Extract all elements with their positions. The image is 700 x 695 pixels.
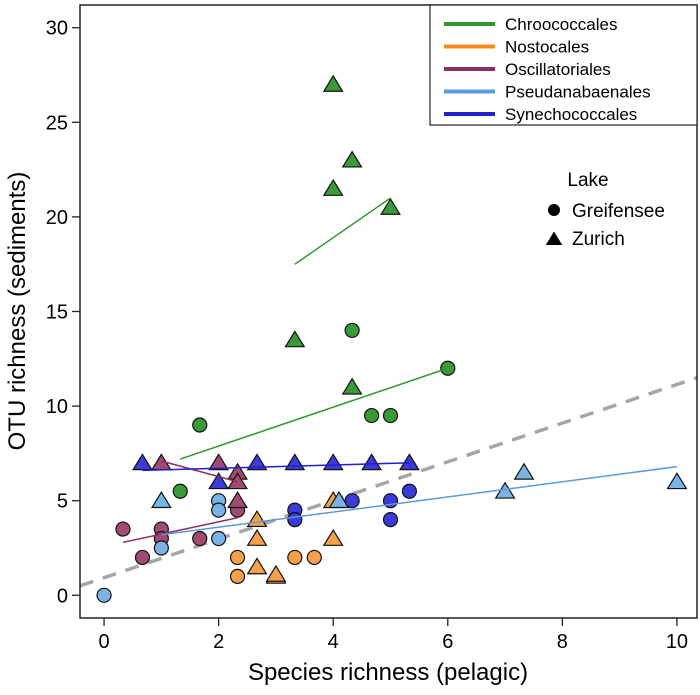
point-synechococcales-zurich — [361, 453, 383, 471]
point-nostocales-zurich — [246, 528, 268, 546]
y-tick-label: 0 — [57, 585, 68, 607]
point-synechococcales-zurich — [322, 453, 344, 471]
legend-label-oscillatoriales: Oscillatoriales — [505, 60, 611, 79]
point-nostocales-zurich — [322, 528, 344, 546]
y-tick-label: 25 — [46, 112, 68, 134]
legend-label-nostocales: Nostocales — [505, 38, 589, 57]
point-pseudanabaenales-greifensee — [211, 530, 227, 547]
y-tick-label: 20 — [46, 207, 68, 229]
point-chroococcales-greifensee — [172, 483, 188, 499]
point-nostocales-zurich — [246, 509, 268, 528]
trend-line-chroococcales-greifensee — [180, 367, 449, 460]
legend-circle-icon — [548, 204, 560, 216]
x-axis-label: Species richness (pelagic) — [248, 659, 528, 686]
shape-legend-label-greifensee: Greifensee — [572, 201, 665, 222]
x-tick-label: 0 — [98, 631, 109, 653]
x-tick-label: 6 — [442, 631, 453, 653]
trend-line-oscillatoriales-zurich — [161, 460, 238, 483]
point-pseudanabaenales-zurich — [150, 491, 172, 509]
y-tick-label: 30 — [46, 18, 68, 40]
point-synechococcales-zurich — [246, 453, 268, 471]
point-pseudanabaenales-greifensee — [211, 502, 227, 518]
legend-triangle-icon — [545, 231, 563, 245]
point-nostocales-greifensee — [306, 549, 322, 566]
point-chroococcales-zurich — [341, 377, 363, 395]
trend-line-chroococcales-zurich — [294, 197, 391, 265]
shape-legend-title: Lake — [567, 170, 608, 191]
y-axis-label: OTU richness (sediments) — [4, 172, 31, 451]
shape-legend: Lake Greifensee Zurich — [545, 170, 665, 250]
trend-line-pseudanabaenales-zurich — [161, 465, 678, 536]
reference-dashed-line — [79, 376, 698, 588]
x-tick-label: 4 — [328, 631, 339, 653]
point-oscillatoriales-zurich — [227, 491, 248, 509]
point-synechococcales-zurich — [284, 453, 306, 471]
point-chroococcales-zurich — [322, 178, 344, 196]
point-nostocales-zurich — [246, 557, 268, 575]
y-axis: 0 5 10 15 20 25 30 — [46, 18, 80, 607]
point-synechococcales-greifensee — [344, 493, 360, 509]
point-nostocales-greifensee — [229, 568, 246, 584]
x-tick-label: 8 — [557, 631, 568, 653]
y-tick-label: 5 — [57, 491, 68, 513]
point-synechococcales-greifensee — [287, 512, 303, 528]
point-pseudanabaenales-zurich — [328, 491, 350, 509]
x-tick-label: 10 — [666, 631, 688, 653]
point-chroococcales-greifensee — [382, 407, 399, 424]
point-chroococcales-greifensee — [192, 417, 208, 433]
point-chroococcales-zurich — [380, 197, 401, 215]
point-nostocales-greifensee — [287, 549, 303, 566]
legend-label-synechococcales: Synechococcales — [505, 105, 637, 124]
plot-marks — [79, 74, 698, 603]
point-chroococcales-zurich — [341, 150, 363, 168]
trend-line-oscillatoriales-greifensee — [122, 516, 238, 544]
point-oscillatoriales-zurich — [208, 453, 230, 471]
point-pseudanabaenales-zurich — [666, 472, 688, 490]
legend: Chroococcales Nostocales Oscillatoriales Ps… — [429, 4, 698, 126]
point-chroococcales-greifensee — [363, 407, 380, 424]
point-synechococcales-zurich — [208, 472, 230, 490]
point-chroococcales-greifensee — [344, 322, 360, 339]
point-synechococcales-greifensee — [382, 512, 399, 528]
x-tick-label: 2 — [213, 631, 224, 653]
point-oscillatoriales-greifensee — [134, 549, 151, 566]
point-synechococcales-zurich — [132, 453, 153, 471]
point-pseudanabaenales-greifensee — [153, 540, 169, 556]
point-pseudanabaenales-zurich — [513, 462, 535, 480]
y-tick-label: 15 — [46, 302, 68, 324]
point-synechococcales-greifensee — [401, 483, 418, 499]
point-oscillatoriales-greifensee — [115, 521, 131, 537]
point-synechococcales-zurich — [398, 453, 420, 471]
y-tick-label: 10 — [46, 396, 68, 418]
point-chroococcales-zurich — [284, 330, 306, 348]
point-nostocales-zurich — [265, 564, 287, 582]
point-nostocales-greifensee — [229, 549, 246, 566]
x-axis: 0 2 4 6 8 10 — [98, 618, 688, 653]
shape-legend-label-zurich: Zurich — [572, 229, 625, 250]
legend-label-pseudanabaenales: Pseudanabaenales — [505, 83, 651, 102]
point-pseudanabaenales-greifensee — [96, 587, 112, 603]
trend-line-synechococcales-zurich — [142, 462, 410, 472]
point-oscillatoriales-greifensee — [192, 530, 208, 547]
point-chroococcales-zurich — [322, 74, 344, 92]
legend-label-chroococcales: Chroococcales — [505, 15, 617, 34]
